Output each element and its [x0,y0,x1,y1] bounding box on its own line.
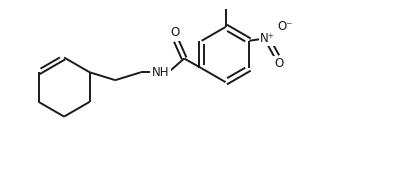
Text: O⁻: O⁻ [277,21,293,33]
Text: N⁺: N⁺ [260,32,275,45]
Text: O: O [171,26,180,39]
Text: O: O [275,57,284,70]
Text: NH: NH [152,66,169,79]
